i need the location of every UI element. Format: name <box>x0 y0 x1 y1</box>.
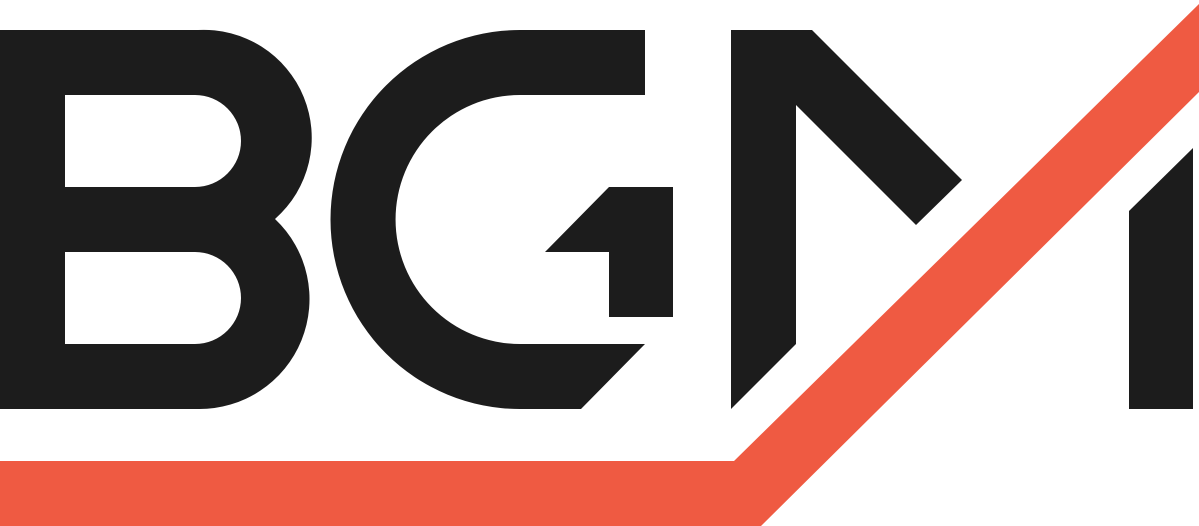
logo-letter-g-arrow <box>545 187 673 317</box>
logo-letter-b <box>0 29 312 410</box>
logo-letter-m-left-stroke <box>731 30 962 409</box>
logo-letter-m-right-stroke <box>1129 148 1193 409</box>
logo-swoosh-band <box>0 4 1199 526</box>
logo-letter-g <box>330 30 645 409</box>
